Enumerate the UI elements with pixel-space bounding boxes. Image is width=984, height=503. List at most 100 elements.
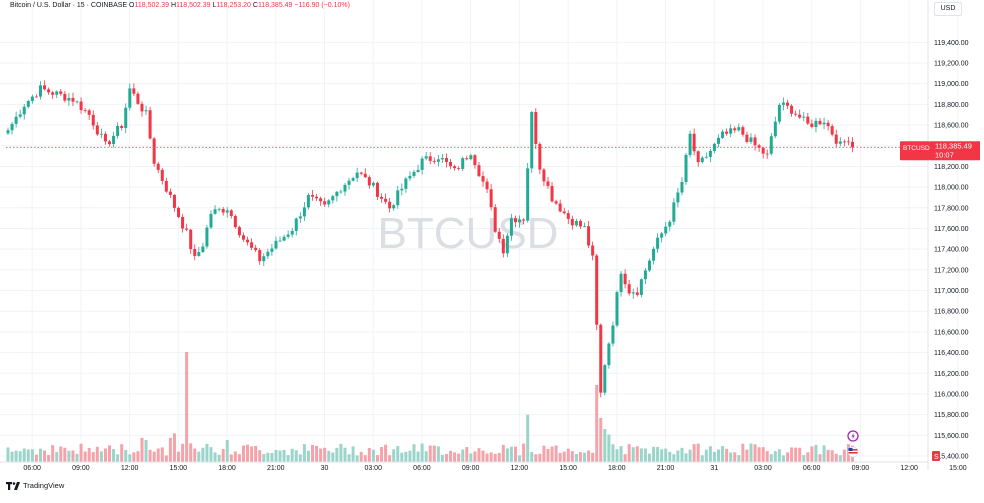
candle [493,204,497,233]
candle-body [311,194,314,197]
candle [335,190,339,202]
candle [205,224,209,249]
candle-body [781,102,785,105]
currency-button[interactable]: USD [934,2,962,16]
volume-bar [233,451,237,462]
candle-body [639,279,643,295]
candle-body [22,106,26,115]
candle-body [156,163,160,170]
volume-bar [367,448,371,462]
candle [311,189,314,201]
candle-body [777,104,781,122]
candle [721,129,725,139]
volume-bar [599,418,603,462]
candle [396,185,400,209]
axis-corner-badge[interactable]: S [932,451,940,461]
price-tick-label: 117,400.00 [934,247,969,254]
candle-body [542,169,546,182]
tradingview-logo[interactable]: TradingView [6,481,64,490]
candle-body [725,131,729,134]
open-value: 118,502.39 [134,2,170,9]
candle [282,234,286,242]
volume-bar [71,450,75,462]
candle-body [733,128,737,131]
candle [578,219,582,230]
candle [412,169,416,179]
candle-body [786,102,790,106]
volume-bar [189,443,193,462]
candle [416,164,420,173]
volume-bar [99,451,103,462]
candle [660,231,664,243]
volume-bar [786,452,790,462]
volume-bar [570,451,574,462]
candle [67,92,71,106]
candle [826,120,830,131]
candle-body [63,93,67,101]
candle [363,168,367,179]
volume-bar [388,455,392,462]
candle-body [87,110,91,115]
volume-bar [205,443,209,462]
candle-body [615,292,619,326]
candle-body [566,213,570,219]
volume-bar [777,449,781,462]
candle [408,171,412,181]
candle-body [477,165,481,177]
price-tick-label: 119,200.00 [934,61,969,68]
volume-bar [578,452,582,462]
candle-body [538,143,542,170]
candle-body [631,292,635,294]
candle [769,132,773,156]
candle [258,248,262,265]
candle-body [842,141,846,143]
time-tick-label: 15:00 [949,465,967,472]
candle-body [416,169,420,172]
candle [806,112,810,126]
candlesticks[interactable] [6,80,854,398]
candle-body [266,251,270,257]
candle-body [120,126,124,128]
event-icons[interactable] [847,430,859,458]
candle-body [128,88,132,108]
volume-bar [509,446,513,462]
time-tick-label: 03:00 [754,465,772,472]
volume-bar [225,440,229,462]
candle [449,159,453,170]
volume-bar [55,452,59,462]
volume-bar [530,452,534,462]
close-value: 118,385.49 [257,2,293,9]
candle-body [237,227,241,236]
volume-bar [501,444,505,462]
candle-body [197,252,201,256]
candle-body [217,208,221,210]
price-axis[interactable]: 119,400.00 119,200.00 119,000.00 118,800.00… [934,40,969,461]
candle-body [79,101,83,111]
volume-bar [91,452,95,462]
candle-body [359,172,363,174]
candle-body [323,201,327,205]
symbol-description[interactable]: Bitcoin / U.S. Dollar · 15 · COINBASE [10,2,128,9]
candle-body [514,218,517,223]
candle-body [144,110,148,112]
candle [294,217,298,236]
candle-body [319,198,323,202]
candle [116,122,120,139]
volume-bar [729,452,733,462]
candle-body [850,141,854,148]
candle [103,131,107,145]
candle-body [351,178,355,181]
candle [461,156,465,172]
candle-body [55,91,59,95]
candle [757,143,761,152]
time-axis[interactable]: 06:00 09:00 12:00 15:00 18:00 21:00 30 03:00 06:… [23,465,966,472]
time-tick-label: 12:00 [121,465,139,472]
volume-bar [465,447,469,462]
candle [522,218,526,225]
volume-bar [607,434,611,462]
candle-body [440,158,444,160]
price-tick-label: 116,600.00 [934,329,969,336]
candle [696,150,700,167]
